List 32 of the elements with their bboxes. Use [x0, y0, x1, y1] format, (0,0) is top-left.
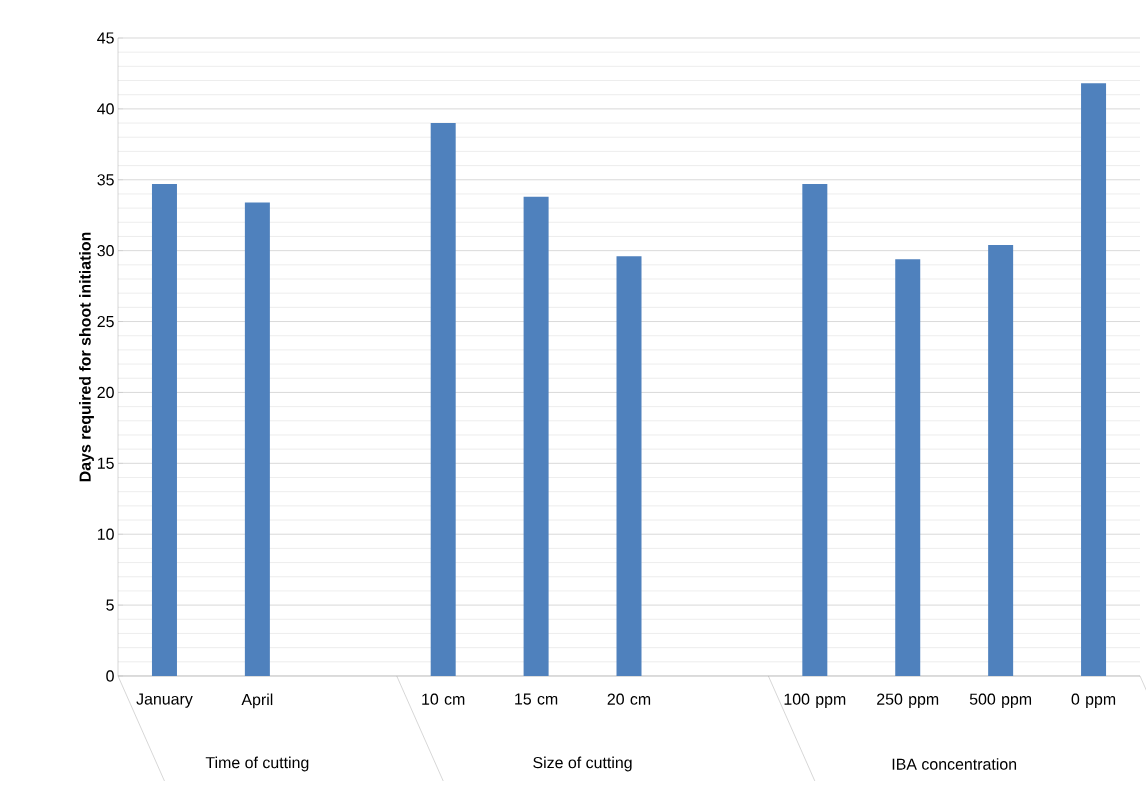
- text: Time of cutting: [205, 756, 309, 772]
- y-tick-label: 45: [97, 32, 114, 44]
- x-tick-label: 100 ppm: [784, 693, 846, 708]
- y-tick-label: 0: [106, 670, 114, 682]
- x-tick-label: April: [241, 693, 273, 709]
- y-axis-title: Days required for shoot initiation: [79, 232, 94, 482]
- y-tick-label: 40: [97, 103, 114, 115]
- text: IBA concentration: [892, 758, 1017, 770]
- bar: [1081, 83, 1107, 676]
- bar: [151, 184, 177, 676]
- bar: [988, 244, 1014, 676]
- x-tick-label: 0 ppm: [1071, 693, 1116, 708]
- x-tick-label: January: [136, 693, 193, 708]
- x-tick-label: 250 ppm: [877, 693, 939, 708]
- y-tick-label: 35: [97, 174, 114, 186]
- y-tick-label: 30: [97, 245, 114, 257]
- bar: [802, 184, 828, 676]
- y-tick-label: 10: [97, 528, 114, 540]
- y-tick-label: 20: [97, 386, 114, 399]
- x-tick-label: 10 cm: [422, 693, 465, 705]
- x-tick-label: 20 cm: [607, 693, 651, 705]
- bar: [244, 202, 270, 676]
- y-tick-label: 15: [97, 457, 114, 469]
- text: Size of cutting: [533, 756, 632, 772]
- bar: [895, 259, 921, 676]
- bar: [430, 123, 456, 676]
- y-tick-label: 5: [106, 599, 114, 611]
- y-tick-label: 25: [97, 315, 114, 328]
- bar: [616, 256, 642, 676]
- bar: [523, 196, 549, 676]
- x-tick-label: 15 cm: [515, 693, 558, 705]
- x-tick-label: 500 ppm: [969, 693, 1032, 708]
